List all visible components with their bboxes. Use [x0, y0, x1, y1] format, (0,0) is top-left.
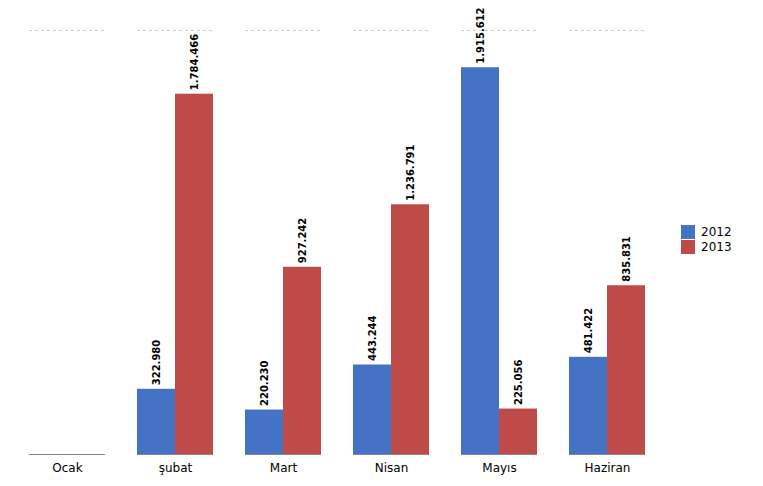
svg-text:225.056: 225.056 — [513, 359, 524, 405]
svg-text:481.422: 481.422 — [583, 308, 594, 354]
svg-text:Ocak: Ocak — [52, 461, 82, 475]
svg-text:Haziran: Haziran — [585, 461, 631, 475]
svg-text:322.980: 322.980 — [151, 340, 162, 386]
html-text:2012: 2012 — [701, 225, 732, 239]
svg-text:1.784.466: 1.784.466 — [189, 34, 200, 90]
svg-text:Mayıs: Mayıs — [482, 461, 516, 475]
svg-text:927.242: 927.242 — [297, 218, 308, 264]
html-text:2013: 2013 — [701, 240, 732, 254]
svg-text:220.230: 220.230 — [259, 360, 270, 406]
svg-text:1.236.791: 1.236.791 — [405, 144, 416, 200]
svg-text:443.244: 443.244 — [367, 315, 378, 361]
svg-text:Mart: Mart — [270, 461, 298, 475]
svg-text:Nisan: Nisan — [375, 461, 409, 475]
svg-text:1.915.612: 1.915.612 — [475, 7, 486, 63]
svg-text:835.831: 835.831 — [621, 236, 632, 282]
svg-text:şubat: şubat — [159, 461, 193, 475]
